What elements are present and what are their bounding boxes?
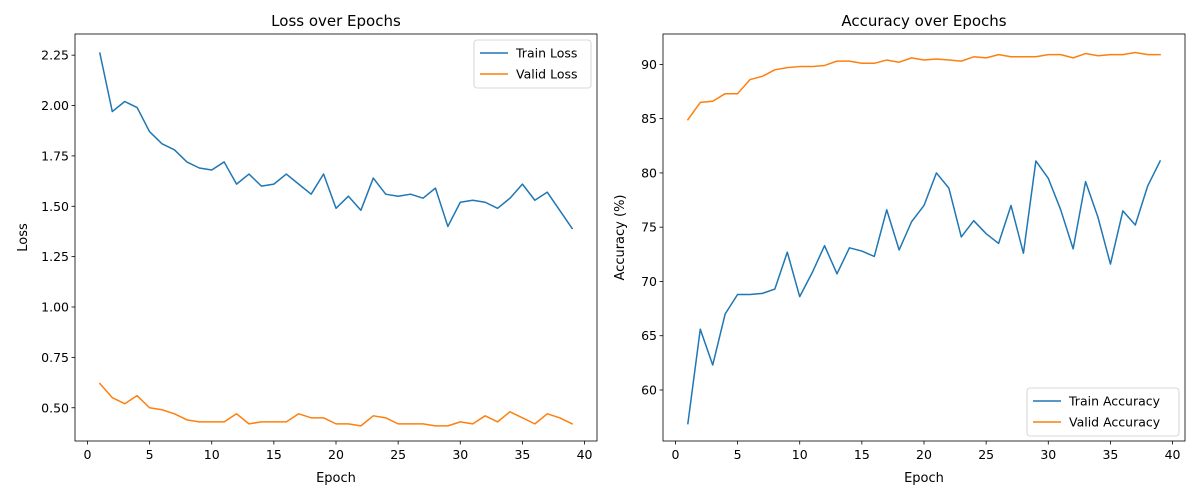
legend-box [1026,387,1180,437]
y-axis-label: Loss [16,223,31,252]
axes-frame [74,33,598,442]
y-tick-label: 0.75 [41,350,69,365]
x-tick-label: 5 [734,447,742,462]
x-axis-label: Epoch [316,471,356,486]
y-tick-label: 2.00 [41,98,69,113]
y-tick-label: 70 [641,274,657,289]
x-tick-label: 40 [577,447,593,462]
legend-label-2: Valid Loss [516,67,578,82]
x-tick-label: 30 [1040,447,1056,462]
y-tick-label: 80 [641,165,657,180]
x-tick-label: 20 [916,447,932,462]
y-tick-label: 1.00 [41,300,69,315]
x-tick-label: 35 [514,447,530,462]
series-line-1 [687,159,1162,425]
x-tick-label: 0 [83,447,91,462]
chart-title: Accuracy over Epochs [841,12,1006,30]
legend: Train Loss Valid Loss [473,39,592,89]
x-tick-label: 25 [978,447,994,462]
y-tick-label: 90 [641,57,657,72]
y-tick-label: 85 [641,111,657,126]
legend: Train Accuracy Valid Accuracy [1026,387,1180,437]
y-tick-label: 65 [641,328,657,343]
x-tick-label: 25 [390,447,406,462]
series-line-2 [98,382,574,427]
x-tick-label: 35 [1102,447,1118,462]
chart-panel-2: Accuracy over Epochs 0 5 10 15 20 25 30 35 40 60 65… [613,12,1186,486]
x-tick-label: 20 [328,447,344,462]
y-tick-label: 60 [641,382,657,397]
y-tick-label: 2.25 [41,48,69,63]
axes-frame [662,33,1186,442]
x-tick-label: 5 [146,447,154,462]
legend-label-1: Train Accuracy [1068,394,1161,409]
x-tick-label: 30 [452,447,468,462]
y-tick-label: 1.25 [41,249,69,264]
y-tick-label: 75 [641,220,657,235]
chart-title: Loss over Epochs [271,12,401,30]
x-tick-label: 10 [792,447,808,462]
y-tick-label: 1.50 [41,199,69,214]
x-tick-label: 40 [1165,447,1181,462]
series-line-1 [98,52,574,230]
x-axis-label: Epoch [904,471,944,486]
x-tick-label: 0 [671,447,679,462]
series-line-2 [686,51,1161,121]
chart-panel-1: Loss over Epochs 0 5 10 15 20 25 30 35 40 0.50 0.75… [16,12,598,486]
x-tick-label: 15 [854,447,870,462]
y-axis-label: Accuracy (%) [613,195,628,281]
y-tick-label: 1.75 [41,148,69,163]
x-tick-label: 10 [204,447,220,462]
legend-box [473,39,592,89]
legend-label-2: Valid Accuracy [1069,415,1161,430]
x-tick-label: 15 [266,447,282,462]
legend-label-1: Train Loss [515,46,577,61]
y-tick-label: 0.50 [41,400,69,415]
